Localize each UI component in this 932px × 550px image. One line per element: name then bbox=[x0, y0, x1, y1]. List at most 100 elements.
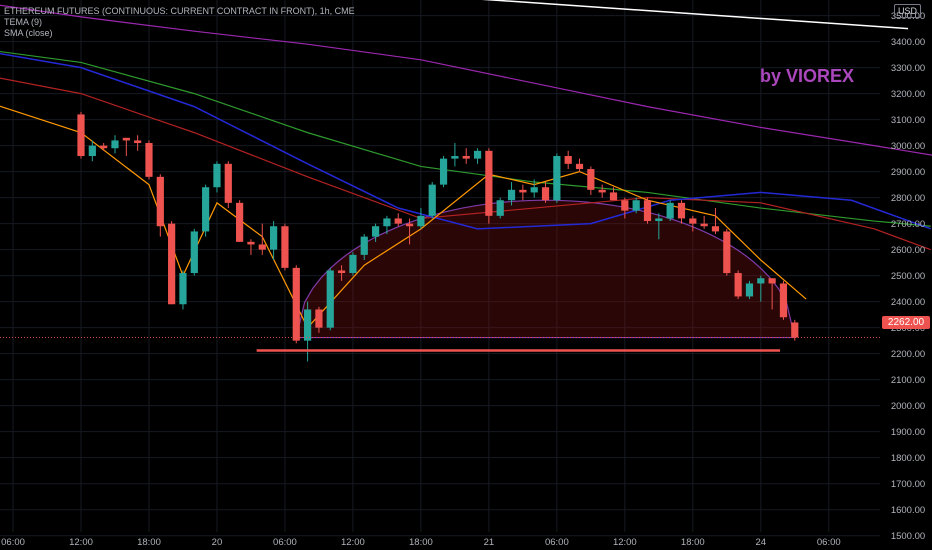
time-tick-label: 18:00 bbox=[409, 537, 433, 548]
candle-up bbox=[326, 267, 334, 331]
candle-up bbox=[553, 153, 561, 203]
candle-up bbox=[428, 182, 436, 219]
price-tick-label: 2600.00 bbox=[891, 245, 925, 256]
cup-pattern bbox=[295, 199, 796, 339]
candle-down bbox=[168, 221, 176, 305]
candle-body bbox=[711, 226, 720, 232]
candle-up bbox=[496, 197, 504, 219]
candle-body bbox=[258, 244, 266, 250]
candle-body bbox=[757, 278, 765, 284]
sma-red-line bbox=[0, 77, 931, 251]
candle-body bbox=[190, 231, 198, 274]
last-price-label: 2262.00 bbox=[882, 316, 930, 329]
candle-up bbox=[507, 182, 516, 206]
price-tick-label: 3300.00 bbox=[891, 63, 925, 74]
price-tick-label: 1500.00 bbox=[891, 531, 925, 542]
time-tick-label: 06:00 bbox=[545, 537, 569, 548]
candle-down bbox=[541, 182, 550, 203]
candle-up bbox=[451, 143, 459, 167]
candle-body bbox=[587, 169, 595, 190]
grid-lines bbox=[0, 0, 880, 537]
candle-down bbox=[768, 278, 776, 310]
time-tick-label: 06:00 bbox=[273, 537, 297, 548]
time-tick-label: 06:00 bbox=[1, 537, 25, 548]
candle-down bbox=[236, 200, 244, 242]
price-tick-label: 2400.00 bbox=[891, 297, 925, 308]
candle-body bbox=[473, 150, 482, 159]
currency-badge[interactable]: USD bbox=[894, 4, 922, 18]
candle-body bbox=[507, 189, 516, 201]
time-tick-label: 12:00 bbox=[341, 537, 365, 548]
candle-body bbox=[451, 156, 459, 159]
cup-arc bbox=[295, 199, 796, 339]
candle-up bbox=[473, 148, 482, 164]
candle-body bbox=[621, 200, 629, 211]
candle-down bbox=[519, 184, 527, 201]
candle-down bbox=[643, 197, 652, 224]
candle-body bbox=[145, 143, 153, 177]
price-tick-label: 2500.00 bbox=[891, 271, 925, 282]
candle-body bbox=[428, 184, 436, 216]
candle-down bbox=[134, 135, 142, 151]
indicator-sma-label[interactable]: SMA (close) bbox=[4, 28, 53, 38]
candle-up bbox=[202, 184, 210, 237]
candle-body bbox=[315, 309, 323, 328]
candle-up bbox=[190, 228, 198, 276]
candle-body bbox=[349, 254, 357, 274]
price-tick-label: 3400.00 bbox=[891, 37, 925, 48]
price-tick-label: 1800.00 bbox=[891, 453, 925, 464]
chart-legend: ETHEREUM FUTURES (CONTINUOUS: CURRENT CO… bbox=[4, 6, 355, 39]
candle-body bbox=[632, 200, 640, 211]
candle-down bbox=[100, 143, 108, 151]
candle-up bbox=[530, 179, 538, 198]
candle-up bbox=[360, 234, 368, 261]
candle-body bbox=[122, 137, 130, 141]
candle-body bbox=[281, 226, 289, 268]
candle-body bbox=[553, 156, 561, 201]
sma-green-line bbox=[0, 50, 931, 227]
trend-line bbox=[481, 0, 909, 30]
candle-body bbox=[530, 187, 538, 193]
candle-up bbox=[213, 161, 221, 193]
time-axis[interactable]: 06:00 12:00 18:00 20 06:00 12:00 18:00 21 06:00 1… bbox=[1, 537, 841, 548]
candle-up bbox=[88, 140, 96, 162]
candle-body bbox=[88, 145, 96, 157]
candle-down bbox=[700, 215, 708, 229]
candle-up bbox=[632, 197, 640, 214]
candle-body bbox=[168, 223, 176, 305]
sma-purple-line bbox=[0, 4, 932, 156]
candle-down bbox=[734, 270, 742, 300]
price-tick-label: 2200.00 bbox=[891, 349, 925, 360]
candle-body bbox=[292, 267, 300, 341]
candle-body bbox=[134, 140, 142, 144]
symbol-title[interactable]: ETHEREUM FUTURES (CONTINUOUS: CURRENT CO… bbox=[4, 6, 355, 16]
candle-down bbox=[224, 161, 232, 209]
candle-body bbox=[700, 223, 708, 227]
candle-body bbox=[236, 202, 244, 242]
candle-body bbox=[371, 226, 380, 237]
indicator-tema-label[interactable]: TEMA (9) bbox=[4, 17, 43, 27]
candle-body bbox=[723, 231, 731, 274]
candle-down bbox=[485, 148, 493, 224]
candle-down bbox=[337, 265, 346, 281]
candle-down bbox=[281, 223, 289, 271]
candle-down bbox=[609, 187, 618, 201]
candle-body bbox=[519, 189, 527, 193]
candle-body bbox=[360, 236, 368, 255]
candle-body bbox=[768, 278, 776, 284]
candle-body bbox=[213, 163, 221, 188]
candle-down bbox=[711, 208, 720, 235]
time-tick-label: 18:00 bbox=[681, 537, 705, 548]
price-axis[interactable]: 1500.00 1600.00 1700.00 1800.00 1900.00 2000.… bbox=[891, 11, 925, 542]
candle-up bbox=[417, 208, 425, 229]
candle-body bbox=[247, 241, 255, 245]
candle-down bbox=[315, 306, 323, 333]
candle-down bbox=[145, 140, 153, 180]
candle-up bbox=[111, 135, 119, 154]
time-tick-label: 21 bbox=[484, 537, 495, 548]
time-tick-label: 24 bbox=[756, 537, 767, 548]
price-tick-label: 3100.00 bbox=[891, 115, 925, 126]
candle-body bbox=[462, 156, 470, 159]
candle-down bbox=[405, 218, 414, 245]
moving-average-lines bbox=[0, 4, 932, 329]
